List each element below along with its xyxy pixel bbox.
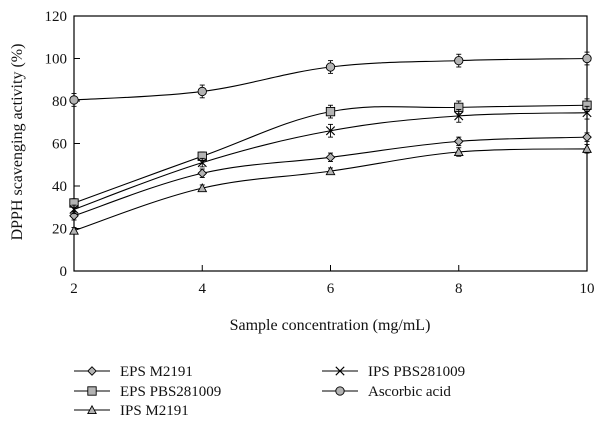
legend-label: EPS PBS281009 <box>120 384 221 400</box>
data-point <box>326 63 334 71</box>
x-tick-label: 8 <box>455 281 463 297</box>
y-axis-ticks: 0 20 40 60 80 100 120 <box>45 9 81 280</box>
legend-label: Ascorbic acid <box>368 384 451 400</box>
legend-item-ips-m2191: IPS M2191 <box>74 403 189 419</box>
data-point <box>198 169 206 177</box>
x-tick-label: 4 <box>199 281 207 297</box>
legend-marker <box>88 367 96 375</box>
legend-item-ips-pbs281009: IPS PBS281009 <box>322 364 465 380</box>
legend-label: IPS M2191 <box>120 403 189 419</box>
data-point <box>455 137 463 145</box>
plot-frame <box>74 16 587 271</box>
x-tick-label: 2 <box>70 281 78 297</box>
series-ascorbic-acid <box>70 52 591 106</box>
data-point <box>70 96 78 104</box>
x-axis-ticks: 2 4 6 8 10 <box>70 265 594 297</box>
axes <box>74 16 587 271</box>
y-tick-label: 100 <box>45 52 68 68</box>
data-point <box>198 87 206 95</box>
x-tick-label: 6 <box>327 281 335 297</box>
data-point <box>326 153 334 161</box>
data-point <box>583 54 591 62</box>
data-point <box>455 56 463 64</box>
data-point <box>326 107 334 115</box>
y-tick-label: 60 <box>52 137 67 153</box>
series-line <box>74 137 587 216</box>
data-point <box>70 226 78 234</box>
y-tick-label: 20 <box>52 222 67 238</box>
x-axis-label: Sample concentration (mg/mL) <box>230 317 431 334</box>
legend-marker <box>336 387 344 395</box>
y-tick-label: 40 <box>52 179 67 195</box>
series-layer <box>70 52 591 234</box>
y-tick-label: 80 <box>52 94 67 110</box>
legend-label: EPS M2191 <box>120 364 193 380</box>
legend: EPS M2191 EPS PBS281009 IPS M2191 IPS PBS28… <box>74 364 465 419</box>
y-tick-label: 120 <box>45 9 68 25</box>
legend-item-eps-pbs281009: EPS PBS281009 <box>74 384 221 400</box>
legend-item-eps-m2191: EPS M2191 <box>74 364 193 380</box>
y-axis-label: DPPH scavenging activity (%) <box>9 44 26 241</box>
legend-marker <box>88 387 96 395</box>
data-point <box>583 133 591 141</box>
y-tick-label: 0 <box>60 264 68 280</box>
legend-item-ascorbic-acid: Ascorbic acid <box>322 384 451 400</box>
x-tick-label: 10 <box>580 281 595 297</box>
legend-label: IPS PBS281009 <box>368 364 465 380</box>
